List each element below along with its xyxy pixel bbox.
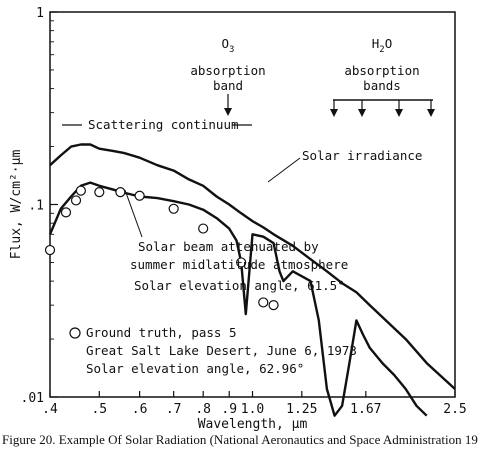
axis-ticks: .4 .5 .6 .7 .8 .9 1.0 1.25 1.67 2.5 1 .1 .01	[21, 6, 467, 417]
attenuated-label-3: Solar elevation angle, 61.5°	[134, 278, 345, 293]
x-tick-label: .9	[221, 402, 237, 417]
attenuated-leader	[124, 189, 143, 238]
x-tick-label: 2.5	[443, 402, 466, 417]
x-tick-label: .6	[132, 402, 148, 417]
ground-truth-legend-marker	[69, 327, 81, 339]
attenuated-label-1: Solar beam attenuated by	[138, 239, 319, 254]
x-tick-label: .7	[166, 402, 182, 417]
ground-truth-point	[75, 185, 86, 196]
ground-truth-point	[268, 300, 279, 311]
ground-truth-point	[198, 223, 209, 234]
x-tick-label: .4	[42, 402, 58, 417]
water-arrow-1-head	[330, 109, 338, 117]
series-layer	[44, 143, 456, 417]
water-arrow-4-head	[427, 109, 435, 117]
ground-truth-label-1: Ground truth, pass 5	[86, 325, 237, 340]
ozone-band-label: band	[213, 78, 243, 93]
ground-truth-point	[134, 190, 145, 201]
series-line-1	[48, 181, 428, 417]
scattering-label: Scattering continuum	[88, 117, 239, 132]
ground-truth-label-2: Great Salt Lake Desert, June 6, 1973	[86, 343, 357, 358]
ground-truth-point	[168, 203, 179, 214]
water-bands-label: bands	[363, 78, 401, 93]
x-axis-label: Wavelength, μm	[198, 417, 308, 432]
attenuated-label-2: summer midlatitude atmosphere	[130, 257, 348, 272]
x-tick-label: 1.67	[350, 402, 381, 417]
x-tick-label: 1.0	[241, 402, 264, 417]
ground-truth-point	[70, 195, 82, 206]
ground-truth-point	[115, 186, 126, 198]
annotations-layer: O3 absorption band H2O absorption bands …	[62, 36, 435, 376]
solar-irradiance-leader	[267, 157, 301, 183]
ozone-arrow-head	[224, 108, 232, 116]
y-tick-label: .01	[21, 391, 44, 406]
y-tick-label: .1	[28, 199, 44, 214]
x-tick-label: 1.25	[286, 402, 317, 417]
y-tick-label: 1	[36, 6, 44, 21]
ground-truth-point	[44, 244, 56, 256]
solar-irradiance-label: Solar irradiance	[302, 148, 422, 163]
water-label: H2O	[372, 36, 392, 55]
ground-truth-point	[236, 257, 247, 268]
figure-caption: Figure 20. Example Of Solar Radiation (N…	[2, 432, 478, 447]
ground-truth-point	[94, 186, 105, 198]
y-axis-label: Flux, W/cm²·μm	[9, 150, 24, 260]
water-arrow-3-head	[395, 109, 403, 117]
ozone-absorption-label: absorption	[190, 63, 265, 78]
water-absorption-label: absorption	[344, 63, 419, 78]
series-line-0	[49, 143, 456, 390]
ground-truth-point	[60, 207, 72, 218]
x-tick-label: .5	[91, 402, 107, 417]
ozone-label: O3	[222, 36, 235, 55]
ground-truth-label-3: Solar elevation angle, 62.96°	[86, 361, 304, 376]
x-tick-label: .8	[195, 402, 211, 417]
water-arrow-2-head	[358, 109, 366, 117]
ground-truth-point	[258, 297, 269, 308]
